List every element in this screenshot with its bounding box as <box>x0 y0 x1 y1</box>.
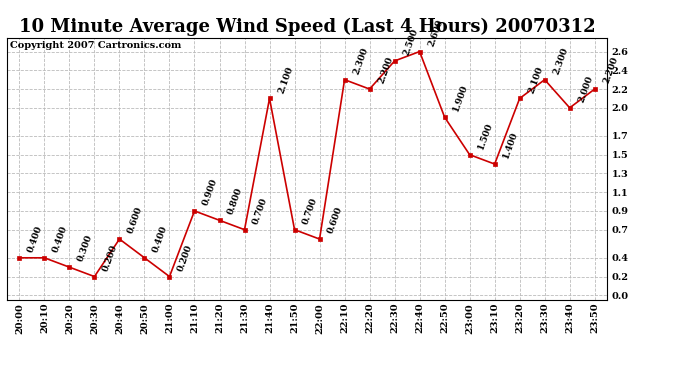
Text: 0.400: 0.400 <box>151 224 170 254</box>
Text: 0.700: 0.700 <box>251 196 270 225</box>
Text: 0.200: 0.200 <box>101 243 119 272</box>
Text: 2.300: 2.300 <box>351 46 370 75</box>
Text: 0.400: 0.400 <box>26 224 44 254</box>
Text: 2.200: 2.200 <box>377 56 395 85</box>
Text: 2.600: 2.600 <box>426 18 444 47</box>
Title: 10 Minute Average Wind Speed (Last 4 Hours) 20070312: 10 Minute Average Wind Speed (Last 4 Hou… <box>19 18 595 36</box>
Text: 0.600: 0.600 <box>126 206 144 235</box>
Text: 1.400: 1.400 <box>502 130 520 160</box>
Text: 0.200: 0.200 <box>177 243 195 272</box>
Text: 0.800: 0.800 <box>226 187 244 216</box>
Text: 2.300: 2.300 <box>551 46 570 75</box>
Text: 1.500: 1.500 <box>477 121 495 150</box>
Text: 0.600: 0.600 <box>326 206 344 235</box>
Text: 0.700: 0.700 <box>302 196 319 225</box>
Text: 1.900: 1.900 <box>451 83 470 113</box>
Text: Copyright 2007 Cartronics.com: Copyright 2007 Cartronics.com <box>10 42 181 51</box>
Text: 0.300: 0.300 <box>77 234 95 263</box>
Text: 2.200: 2.200 <box>602 56 620 85</box>
Text: 2.500: 2.500 <box>402 27 420 57</box>
Text: 2.100: 2.100 <box>277 65 295 94</box>
Text: 0.400: 0.400 <box>51 224 70 254</box>
Text: 2.100: 2.100 <box>526 65 544 94</box>
Text: 0.900: 0.900 <box>201 177 219 207</box>
Text: 2.000: 2.000 <box>577 74 595 104</box>
